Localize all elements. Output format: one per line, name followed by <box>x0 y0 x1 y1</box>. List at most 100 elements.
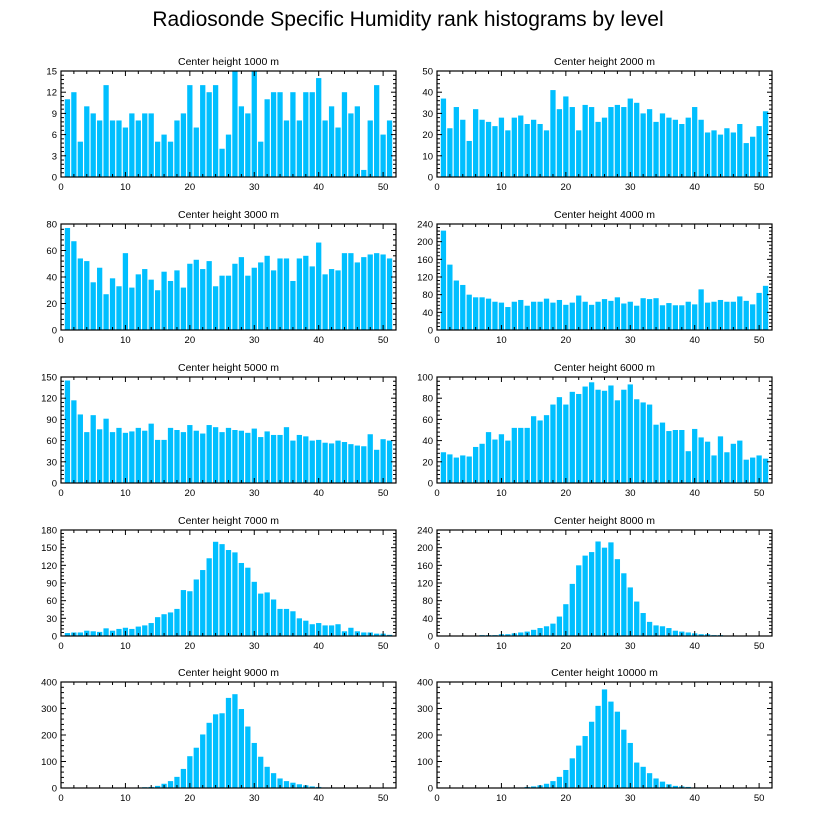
histogram-bar <box>440 452 447 483</box>
histogram-bar <box>685 632 691 636</box>
histogram-bar <box>614 297 621 330</box>
histogram-bar <box>303 255 309 330</box>
histogram-bar <box>206 558 212 636</box>
histogram-bar <box>717 436 724 483</box>
histogram-bar <box>103 418 109 483</box>
histogram-bar <box>646 109 653 177</box>
histogram-bar <box>129 431 135 483</box>
histogram-bar <box>154 141 161 177</box>
histogram-bar <box>296 120 302 177</box>
histogram-bar <box>348 253 354 330</box>
histogram-bar <box>167 141 174 177</box>
histogram-bar <box>672 785 678 788</box>
histogram-bar <box>232 430 238 483</box>
histogram-bar <box>569 302 575 330</box>
histogram-bar <box>556 109 563 177</box>
histogram-bar <box>556 776 563 788</box>
histogram-bar <box>238 257 245 331</box>
histogram-bar <box>270 270 277 331</box>
histogram-bar <box>283 120 290 177</box>
histogram-bar <box>84 106 90 177</box>
y-tick-label: 3 <box>52 151 57 162</box>
histogram-bar <box>679 430 685 483</box>
x-tick-label: 10 <box>120 793 131 804</box>
histogram-bar <box>154 439 161 483</box>
histogram-bar <box>704 302 711 330</box>
histogram-bar <box>322 442 328 483</box>
histogram-bar <box>672 630 678 636</box>
histogram-bar <box>225 427 232 483</box>
y-tick-label: 80 <box>422 290 433 301</box>
y-tick-label: 40 <box>422 308 433 319</box>
histogram-bar <box>277 92 283 177</box>
histogram-bar <box>550 302 556 330</box>
histogram-bar <box>563 604 569 636</box>
histogram-bar <box>556 397 563 483</box>
histogram-bar <box>142 113 148 177</box>
histogram-bar <box>354 445 360 483</box>
histogram-bar <box>380 134 386 177</box>
histogram-bar <box>361 257 367 331</box>
y-tick-label: 180 <box>41 526 57 537</box>
histogram-bar <box>277 434 283 483</box>
histogram-bar <box>550 623 556 636</box>
histogram-bar <box>316 439 322 483</box>
x-tick-label: 30 <box>249 793 260 804</box>
histogram-bar <box>653 424 659 483</box>
x-tick-label: 30 <box>625 793 636 804</box>
histogram-bar <box>530 119 537 177</box>
y-tick-label: 50 <box>422 67 433 78</box>
histogram-bar <box>335 127 341 177</box>
histogram-bar <box>672 430 678 483</box>
histogram-bar <box>492 126 498 177</box>
histogram-panel: Center height 1000 m 0 10 20 30 40 50 0 3 6 9 12 15 <box>46 56 397 193</box>
histogram-bar <box>627 384 633 483</box>
histogram-bar <box>77 414 83 483</box>
histogram-bar <box>142 430 148 483</box>
histogram-bar <box>595 705 601 788</box>
x-tick-label: 50 <box>754 793 765 804</box>
histogram-bar <box>601 117 608 177</box>
histogram-bar <box>505 307 511 330</box>
histogram-bar <box>245 567 251 636</box>
histogram-bar <box>84 432 90 483</box>
x-tick-label: 40 <box>313 182 324 193</box>
y-tick-label: 40 <box>46 273 57 284</box>
histogram-bar <box>238 106 245 177</box>
histogram-bar <box>251 742 257 788</box>
histogram-bar <box>659 113 666 177</box>
histogram-bar <box>200 85 206 177</box>
histogram-bar <box>601 689 608 788</box>
histogram-panel: Center height 9000 m 0 10 20 30 40 50 0 100 200 30… <box>41 667 397 804</box>
histogram-bar <box>621 573 627 636</box>
histogram-bar <box>309 266 315 330</box>
histogram-bar <box>543 626 550 636</box>
histogram-bar <box>762 285 769 330</box>
histogram-bar <box>460 119 466 177</box>
histogram-bar <box>576 745 582 788</box>
histogram-bar <box>232 552 238 636</box>
histogram-bar <box>129 113 135 177</box>
histogram-bar <box>556 299 563 330</box>
histogram-bar <box>659 305 666 330</box>
x-tick-label: 40 <box>689 641 700 652</box>
histogram-bar <box>634 601 640 636</box>
x-tick-label: 10 <box>120 488 131 499</box>
histogram-bar <box>576 565 582 636</box>
histogram-bar <box>627 742 633 788</box>
histogram-bar <box>386 120 393 177</box>
histogram-bar <box>135 274 141 330</box>
histogram-bar <box>219 713 225 788</box>
histogram-bar <box>258 262 264 330</box>
histogram-bar <box>103 294 109 330</box>
x-tick-label: 50 <box>754 488 765 499</box>
histogram-bar <box>460 284 466 330</box>
histogram-bar <box>524 305 530 330</box>
x-tick-label: 50 <box>754 182 765 193</box>
histogram-bar <box>245 432 251 483</box>
histogram-bar <box>251 267 257 330</box>
histogram-bar <box>711 130 717 177</box>
histogram-bar <box>264 255 270 330</box>
histogram-bar <box>270 92 277 177</box>
